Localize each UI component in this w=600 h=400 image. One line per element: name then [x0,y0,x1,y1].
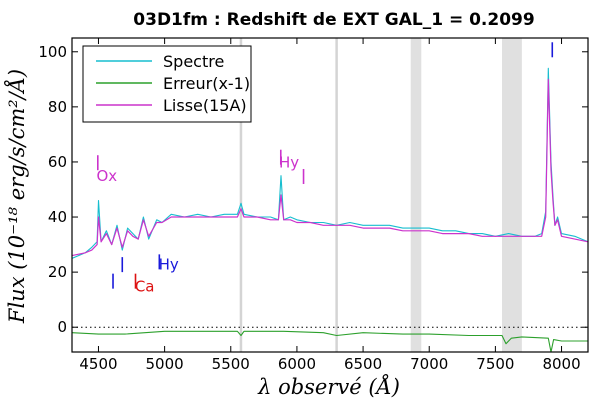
x-tick-label-7000: 7000 [410,355,448,373]
x-tick-label-5500: 5500 [212,355,250,373]
x-tick-label-6500: 6500 [344,355,382,373]
x-tick-label-6000: 6000 [278,355,316,373]
y-tick-label-40: 40 [48,208,67,226]
y-tick-label-80: 80 [48,98,67,116]
legend-label-2: Lisse(15A) [163,96,247,115]
shaded-band-1 [502,38,522,352]
x-tick-label-7500: 7500 [476,355,514,373]
x-axis-label: λ observé (Å) [257,374,400,399]
x-tick-label-8000: 8000 [542,355,580,373]
x-tick-label-4500: 4500 [79,355,117,373]
series-lisse-15a [71,78,589,257]
line-markers [97,42,554,289]
shaded-band-0 [410,38,422,352]
x-ticks: 4500 5000 5500 6000 6500 7000 7500 8000 [79,38,581,373]
y-tick-label-20: 20 [48,263,67,281]
legend-label-1: Erreur(x-1) [163,74,250,93]
series-erreur-x-1 [71,330,588,353]
legend: Spectre Erreur(x-1) Lisse(15A) [82,45,252,123]
x-tick-label-5000: 5000 [146,355,184,373]
plot-frame [71,37,589,353]
annotation-hy-2: Hy [159,255,179,273]
annotation-ca-3: Ca [135,277,155,295]
chart-title: 03D1fm : Redshift de EXT GAL_1 = 0.2099 [133,10,534,30]
sky-lines [239,38,338,352]
y-tick-label-60: 60 [48,153,67,171]
legend-label-0: Spectre [163,52,224,71]
annotation-ox-0: Ox [96,167,117,185]
legend-box [82,45,252,123]
series-layer [71,67,589,353]
y-tick-label-0: 0 [57,318,67,336]
y-ticks: 0 20 40 60 80 100 [38,43,588,336]
y-tick-label-100: 100 [38,43,67,61]
y-axis-label: Flux (10⁻¹⁸ erg/s/cm²/Å) [4,69,29,324]
shaded-bands [410,38,522,352]
annotation-hy-1: Hy [279,153,299,171]
